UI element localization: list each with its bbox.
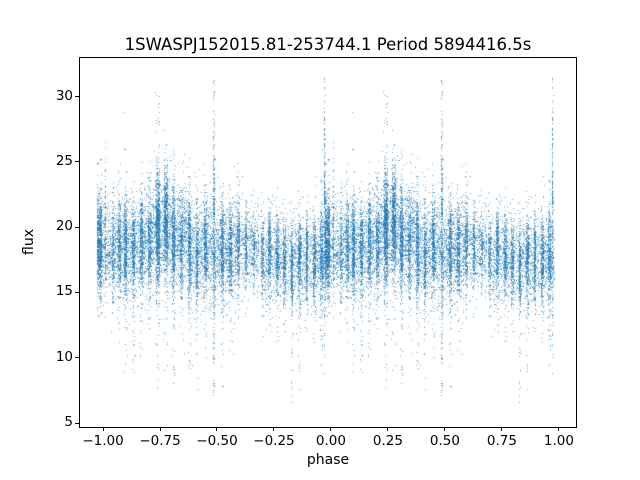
x-tick-label: 0.50 <box>429 433 460 449</box>
y-tick-mark <box>75 96 79 98</box>
x-tick-label: 1.00 <box>543 433 574 449</box>
x-tick-label: −1.00 <box>82 433 124 449</box>
x-tick-label: 0.75 <box>486 433 517 449</box>
x-tick-mark <box>216 427 218 431</box>
y-tick-label: 5 <box>64 414 73 431</box>
x-tick-label: −0.25 <box>253 433 295 449</box>
x-tick-mark <box>501 427 503 431</box>
x-tick-mark <box>444 427 446 431</box>
y-tick-mark <box>75 161 79 163</box>
x-tick-label: −0.75 <box>139 433 181 449</box>
x-tick-mark <box>558 427 560 431</box>
y-tick-label: 20 <box>55 218 73 235</box>
x-axis-label: phase <box>306 452 350 468</box>
y-tick-label: 30 <box>55 87 73 104</box>
y-tick-mark <box>75 291 79 293</box>
axes-frame <box>79 57 577 428</box>
y-tick-label: 25 <box>55 152 73 169</box>
y-tick-mark <box>75 357 79 359</box>
chart-title: 1SWASPJ152015.81-253744.1 Period 5894416… <box>124 35 532 54</box>
scatter-points-canvas <box>80 58 576 427</box>
x-tick-mark <box>387 427 389 431</box>
x-tick-mark <box>102 427 104 431</box>
y-axis-label: flux <box>21 229 37 255</box>
y-tick-label: 10 <box>55 348 73 365</box>
y-tick-mark <box>75 226 79 228</box>
x-tick-label: 0.25 <box>372 433 403 449</box>
x-tick-label: −0.50 <box>196 433 238 449</box>
x-tick-mark <box>330 427 332 431</box>
y-tick-mark <box>75 422 79 424</box>
x-tick-mark <box>159 427 161 431</box>
x-tick-label: 0.00 <box>315 433 346 449</box>
y-tick-label: 15 <box>55 283 73 300</box>
x-tick-mark <box>273 427 275 431</box>
